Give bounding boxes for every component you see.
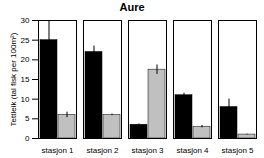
svg-text:Tettleik (tal fisk per 100m²): Tettleik (tal fisk per 100m²) (9, 32, 18, 126)
svg-text:10: 10 (21, 95, 30, 104)
svg-text:20: 20 (21, 55, 30, 64)
svg-text:stasjon 5: stasjon 5 (221, 146, 254, 155)
html-text:Aure: Aure (119, 1, 145, 13)
svg-text:stasjon 4: stasjon 4 (176, 146, 209, 155)
svg-text:30: 30 (21, 16, 30, 25)
svg-text:stasjon 3: stasjon 3 (131, 146, 164, 155)
svg-text:25: 25 (21, 36, 30, 45)
svg-text:stasjon 2: stasjon 2 (86, 146, 119, 155)
svg-text:0: 0 (25, 134, 30, 143)
svg-text:5: 5 (25, 114, 30, 123)
svg-text:15: 15 (21, 75, 30, 84)
svg-text:stasjon 1: stasjon 1 (41, 146, 74, 155)
